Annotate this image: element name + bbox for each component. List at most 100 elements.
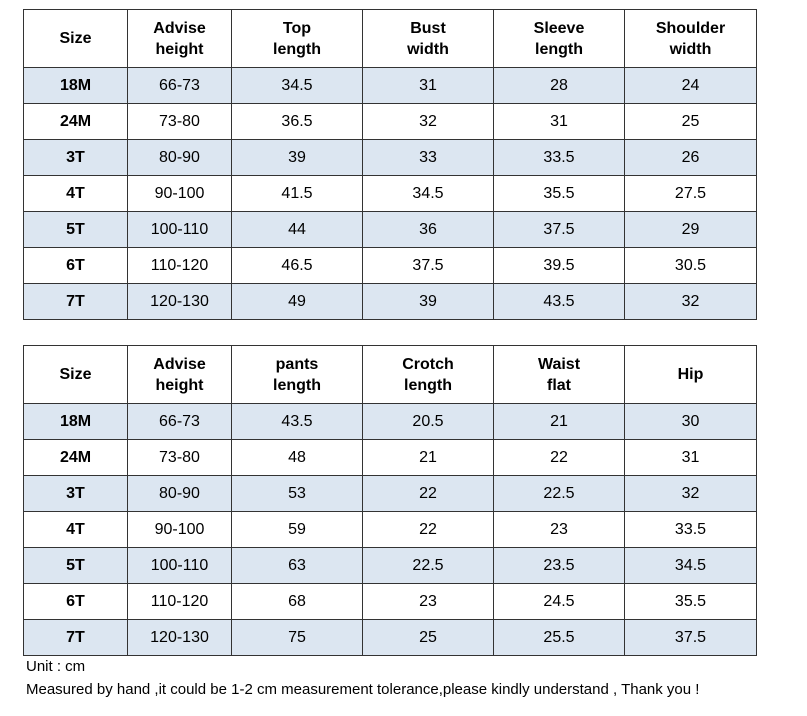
column-header: Sleeve length bbox=[493, 9, 625, 68]
table-cell: 66-73 bbox=[127, 403, 232, 440]
table-row: 4T 90-100 41.5 34.5 35.5 27.5 bbox=[23, 175, 757, 212]
table-cell: 53 bbox=[231, 475, 363, 512]
size-cell: 24M bbox=[23, 439, 128, 476]
table-cell: 120-130 bbox=[127, 283, 232, 320]
table-cell: 32 bbox=[624, 283, 757, 320]
table-cell: 29 bbox=[624, 211, 757, 248]
table-row: 3T 80-90 53 22 22.5 32 bbox=[23, 475, 757, 512]
column-header: Size bbox=[23, 345, 128, 404]
column-header: Size bbox=[23, 9, 128, 68]
table-cell: 49 bbox=[231, 283, 363, 320]
table-row: 5T 100-110 63 22.5 23.5 34.5 bbox=[23, 547, 757, 584]
size-cell: 4T bbox=[23, 175, 128, 212]
table-cell: 32 bbox=[624, 475, 757, 512]
tolerance-note: Measured by hand ,it could be 1-2 cm mea… bbox=[26, 681, 700, 698]
size-cell: 7T bbox=[23, 619, 128, 656]
table-cell: 22.5 bbox=[493, 475, 625, 512]
table-cell: 90-100 bbox=[127, 511, 232, 548]
size-cell: 5T bbox=[23, 547, 128, 584]
table-header-row: Size Advise height Top length Bust width… bbox=[23, 9, 757, 68]
column-header: Advise height bbox=[127, 345, 232, 404]
table-cell: 23 bbox=[362, 583, 494, 620]
table-row: 24M 73-80 36.5 32 31 25 bbox=[23, 103, 757, 140]
size-cell: 24M bbox=[23, 103, 128, 140]
bottom-size-table: Size Advise height pants length Crotch l… bbox=[23, 345, 757, 656]
table-cell: 59 bbox=[231, 511, 363, 548]
table-cell: 44 bbox=[231, 211, 363, 248]
table-cell: 39 bbox=[231, 139, 363, 176]
size-cell: 7T bbox=[23, 283, 128, 320]
column-header: Crotch length bbox=[362, 345, 494, 404]
column-header: Hip bbox=[624, 345, 757, 404]
table-cell: 20.5 bbox=[362, 403, 494, 440]
table-cell: 22 bbox=[362, 475, 494, 512]
table-cell: 35.5 bbox=[624, 583, 757, 620]
table-cell: 43.5 bbox=[493, 283, 625, 320]
unit-note: Unit : cm bbox=[26, 658, 86, 675]
table-row: 18M 66-73 34.5 31 28 24 bbox=[23, 67, 757, 104]
table-cell: 24 bbox=[624, 67, 757, 104]
table-cell: 32 bbox=[362, 103, 494, 140]
column-header: Waist flat bbox=[493, 345, 625, 404]
table-cell: 110-120 bbox=[127, 583, 232, 620]
table-cell: 25 bbox=[362, 619, 494, 656]
table-cell: 80-90 bbox=[127, 475, 232, 512]
column-header: Bust width bbox=[362, 9, 494, 68]
table-cell: 73-80 bbox=[127, 439, 232, 476]
table-cell: 25.5 bbox=[493, 619, 625, 656]
size-cell: 3T bbox=[23, 139, 128, 176]
column-header: pants length bbox=[231, 345, 363, 404]
table-cell: 110-120 bbox=[127, 247, 232, 284]
table-cell: 43.5 bbox=[231, 403, 363, 440]
table-cell: 27.5 bbox=[624, 175, 757, 212]
table-cell: 66-73 bbox=[127, 67, 232, 104]
table-cell: 28 bbox=[493, 67, 625, 104]
size-cell: 6T bbox=[23, 583, 128, 620]
table-cell: 33 bbox=[362, 139, 494, 176]
column-header: Top length bbox=[231, 9, 363, 68]
table-cell: 37.5 bbox=[493, 211, 625, 248]
table-cell: 48 bbox=[231, 439, 363, 476]
table-cell: 21 bbox=[362, 439, 494, 476]
table-cell: 34.5 bbox=[362, 175, 494, 212]
size-cell: 18M bbox=[23, 403, 128, 440]
table-cell: 68 bbox=[231, 583, 363, 620]
column-header: Advise height bbox=[127, 9, 232, 68]
table-cell: 75 bbox=[231, 619, 363, 656]
table-row: 18M 66-73 43.5 20.5 21 30 bbox=[23, 403, 757, 440]
table-row: 7T 120-130 49 39 43.5 32 bbox=[23, 283, 757, 320]
table-row: 3T 80-90 39 33 33.5 26 bbox=[23, 139, 757, 176]
table-cell: 22.5 bbox=[362, 547, 494, 584]
table-cell: 120-130 bbox=[127, 619, 232, 656]
table-cell: 22 bbox=[362, 511, 494, 548]
table-cell: 100-110 bbox=[127, 211, 232, 248]
table-cell: 63 bbox=[231, 547, 363, 584]
table-row: 5T 100-110 44 36 37.5 29 bbox=[23, 211, 757, 248]
table-cell: 30 bbox=[624, 403, 757, 440]
table-cell: 35.5 bbox=[493, 175, 625, 212]
table-cell: 26 bbox=[624, 139, 757, 176]
table-cell: 39 bbox=[362, 283, 494, 320]
table-row: 24M 73-80 48 21 22 31 bbox=[23, 439, 757, 476]
size-cell: 6T bbox=[23, 247, 128, 284]
table-cell: 36.5 bbox=[231, 103, 363, 140]
table-cell: 36 bbox=[362, 211, 494, 248]
top-size-table: Size Advise height Top length Bust width… bbox=[23, 9, 757, 320]
table-row: 7T 120-130 75 25 25.5 37.5 bbox=[23, 619, 757, 656]
table-cell: 34.5 bbox=[624, 547, 757, 584]
size-cell: 3T bbox=[23, 475, 128, 512]
table-row: 4T 90-100 59 22 23 33.5 bbox=[23, 511, 757, 548]
table-cell: 23.5 bbox=[493, 547, 625, 584]
table-cell: 25 bbox=[624, 103, 757, 140]
table-cell: 39.5 bbox=[493, 247, 625, 284]
table-cell: 31 bbox=[362, 67, 494, 104]
table-cell: 31 bbox=[624, 439, 757, 476]
table-cell: 90-100 bbox=[127, 175, 232, 212]
table-cell: 31 bbox=[493, 103, 625, 140]
table-header-row: Size Advise height pants length Crotch l… bbox=[23, 345, 757, 404]
table-cell: 33.5 bbox=[624, 511, 757, 548]
table-cell: 33.5 bbox=[493, 139, 625, 176]
table-cell: 37.5 bbox=[362, 247, 494, 284]
table-cell: 41.5 bbox=[231, 175, 363, 212]
table-cell: 34.5 bbox=[231, 67, 363, 104]
